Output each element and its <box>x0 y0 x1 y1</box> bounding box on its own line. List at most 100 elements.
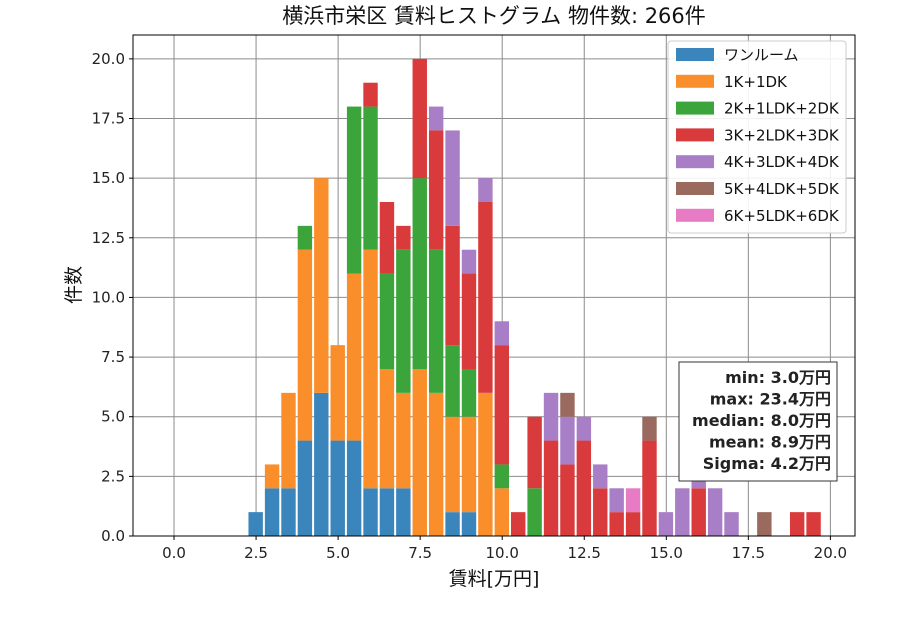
bar-series-0-bin-8 <box>379 488 395 536</box>
bar-series-3-bin-7 <box>363 82 378 107</box>
y-tick-label: 5.0 <box>101 408 125 426</box>
bar-series-1-bin-5 <box>330 345 345 441</box>
bar-series-3-bin-8 <box>379 202 395 274</box>
y-tick-label: 7.5 <box>101 348 125 366</box>
bar-series-3-bin-11 <box>428 130 444 250</box>
grid-lines <box>133 35 855 537</box>
bar-series-2-bin-11 <box>428 249 444 393</box>
y-axis-title: 件数 <box>63 266 85 304</box>
bar-series-2-bin-10 <box>412 178 427 369</box>
x-tick-label: 15.0 <box>650 544 683 562</box>
bar-series-1-bin-1 <box>264 464 280 489</box>
legend: ワンルーム 1K+1DK 2K+1LDK+2DK 3K+2LDK+3DK 4K+3LDK… <box>667 40 847 234</box>
bar-series-0-bin-3 <box>297 440 313 536</box>
legend-swatch <box>676 208 714 222</box>
x-tick-label: 7.5 <box>408 544 432 562</box>
bar-series-3-bin-14 <box>478 202 493 393</box>
bar-series-4-bin-14 <box>478 178 493 202</box>
bar-series-3-bin-13 <box>461 273 477 369</box>
bar-series-4-bin-25 <box>658 512 674 536</box>
legend-label: 1K+1DK <box>724 73 788 91</box>
plot-frame <box>132 34 856 537</box>
bar-series-4-bin-11 <box>428 106 444 131</box>
bar-series-0-bin-2 <box>281 488 296 536</box>
stats-min: min: 3.0万円 <box>725 368 831 387</box>
legend-swatch <box>676 128 714 142</box>
legend-label: 4K+3LDK+4DK <box>724 153 840 171</box>
bars <box>248 58 821 536</box>
bar-series-1-bin-13 <box>461 416 477 513</box>
bar-series-4-bin-20 <box>576 416 592 441</box>
bar-series-1-bin-2 <box>281 392 296 489</box>
bar-series-4-bin-28 <box>707 488 723 536</box>
bar-series-3-bin-16 <box>511 512 526 536</box>
bar-series-0-bin-7 <box>363 488 378 536</box>
stats-box: min: 3.0万円 max: 23.4万円 median: 8.0万円 mean: … <box>678 361 838 482</box>
bar-series-1-bin-14 <box>478 392 493 536</box>
x-tick-label: 20.0 <box>814 544 847 562</box>
bar-series-2-bin-13 <box>461 369 477 417</box>
y-tick-label: 17.5 <box>92 110 125 128</box>
x-tick-label: 2.5 <box>244 544 268 562</box>
bar-series-0-bin-0 <box>248 512 263 536</box>
bar-series-4-bin-22 <box>609 488 624 513</box>
stats-mean: mean: 8.9万円 <box>709 433 831 452</box>
bar-series-2-bin-15 <box>494 464 510 489</box>
bar-series-0-bin-5 <box>330 440 345 536</box>
bar-series-4-bin-15 <box>494 321 510 346</box>
bar-series-3-bin-15 <box>494 345 510 465</box>
bar-series-3-bin-19 <box>560 464 575 536</box>
legend-swatch <box>676 74 714 88</box>
bar-series-3-bin-27 <box>691 488 706 536</box>
bar-series-1-bin-6 <box>346 273 362 441</box>
bar-series-3-bin-10 <box>412 58 427 179</box>
legend-swatch <box>676 182 714 195</box>
stats-max: max: 23.4万円 <box>710 390 831 409</box>
y-axis-ticks: 0.0 2.5 5.0 7.5 10.0 12.5 15.0 17.5 20.0 <box>92 50 133 545</box>
bar-series-4-bin-26 <box>675 488 690 536</box>
x-tick-label: 12.5 <box>568 544 601 562</box>
bar-series-1-bin-10 <box>412 369 427 536</box>
bar-series-2-bin-9 <box>396 249 411 393</box>
bar-series-3-bin-22 <box>609 512 624 536</box>
stats-median: median: 8.0万円 <box>692 411 831 430</box>
bar-series-2-bin-17 <box>527 488 542 536</box>
bar-series-2-bin-8 <box>379 273 395 369</box>
bar-series-1-bin-11 <box>428 392 444 536</box>
bar-series-1-bin-8 <box>379 369 395 489</box>
bar-series-1-bin-3 <box>297 249 313 441</box>
bar-series-2-bin-12 <box>445 345 460 417</box>
bar-series-4-bin-21 <box>593 464 608 489</box>
legend-label: 6K+5LDK+6DK <box>724 207 840 225</box>
x-tick-label: 0.0 <box>162 544 186 562</box>
bar-series-3-bin-12 <box>445 225 460 346</box>
bar-series-5-bin-19 <box>560 392 575 417</box>
legend-label: 3K+2LDK+3DK <box>724 126 840 144</box>
stats-sigma: Sigma: 4.2万円 <box>703 454 831 473</box>
bar-series-0-bin-6 <box>346 440 362 536</box>
bar-series-0-bin-13 <box>461 512 477 536</box>
bar-series-4-bin-29 <box>724 512 739 536</box>
x-axis-title: 賃料[万円] <box>449 568 540 590</box>
x-tick-label: 10.0 <box>486 544 519 562</box>
bar-series-0-bin-1 <box>264 488 280 536</box>
stats-box-frame <box>678 361 838 482</box>
bar-series-3-bin-33 <box>789 512 805 536</box>
bar-series-0-bin-12 <box>445 512 460 536</box>
bar-series-3-bin-17 <box>527 416 542 489</box>
bar-series-2-bin-3 <box>297 225 313 250</box>
chart-title: 横浜市栄区 賃料ヒストグラム 物件数: 266件 <box>282 4 706 28</box>
bar-series-1-bin-7 <box>363 249 378 489</box>
legend-label: ワンルーム <box>724 46 799 64</box>
x-axis-ticks: 0.0 2.5 5.0 7.5 10.0 12.5 15.0 17.5 20.0 <box>162 536 847 562</box>
bar-series-3-bin-21 <box>593 488 608 536</box>
bar-series-4-bin-12 <box>445 130 460 226</box>
bar-series-1-bin-9 <box>396 392 411 489</box>
bar-series-0-bin-4 <box>314 392 329 536</box>
bar-series-4-bin-18 <box>543 392 559 441</box>
bar-series-3-bin-9 <box>396 225 411 250</box>
bar-series-1-bin-4 <box>314 178 329 393</box>
legend-swatch <box>676 101 714 115</box>
bar-series-6-bin-23 <box>625 488 641 513</box>
